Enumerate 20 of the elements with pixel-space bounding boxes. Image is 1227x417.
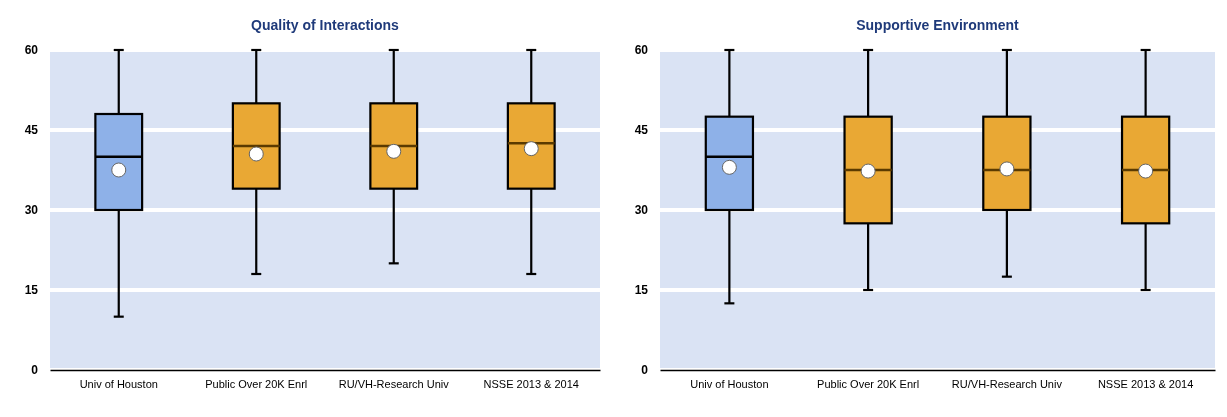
x-tick-label: NSSE 2013 & 2014 [483,377,579,390]
x-tick-label: Public Over 20K Enrl [817,377,920,390]
x-tick-label: NSSE 2013 & 2014 [1097,377,1194,390]
chart-title: Quality of Interactions [251,17,400,33]
y-tick-label: 15 [634,283,649,298]
x-tick-label: RU/VH-Research Univ [338,377,450,390]
y-tick-label: 30 [634,203,649,218]
y-tick-label: 30 [24,203,39,218]
y-tick-label: 0 [641,363,649,378]
x-tick-label: Univ of Houston [79,377,158,390]
x-tick-label: Univ of Houston [690,377,769,390]
x-tick-label: RU/VH-Research Univ [951,377,1063,390]
y-tick-label: 45 [24,123,39,138]
chart-title: Supportive Environment [856,17,1020,33]
y-tick-label: 45 [634,123,649,138]
x-tick-label: Public Over 20K Enrl [205,377,308,390]
y-tick-label: 60 [634,43,649,58]
y-tick-label: 15 [24,283,39,298]
y-tick-label: 60 [24,43,39,58]
y-tick-label: 0 [31,363,39,378]
